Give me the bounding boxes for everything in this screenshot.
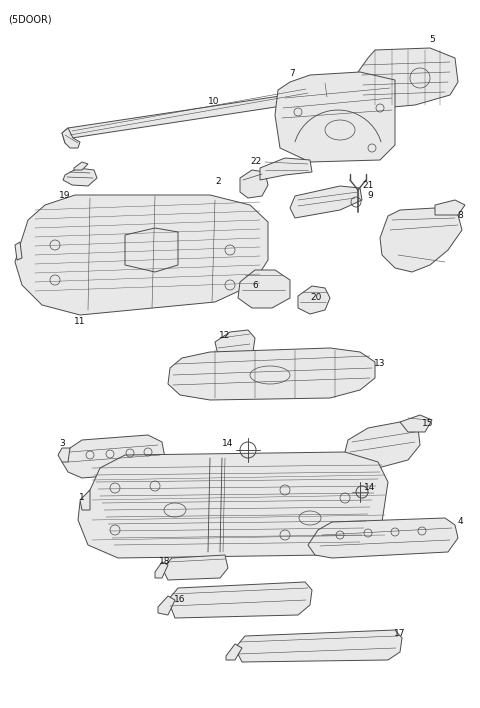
Polygon shape [63,168,97,186]
Polygon shape [168,348,375,400]
Polygon shape [435,200,465,215]
Polygon shape [345,422,420,468]
Text: 21: 21 [362,181,374,190]
Polygon shape [15,195,268,315]
Polygon shape [400,415,432,432]
Polygon shape [74,162,88,170]
Polygon shape [62,87,315,143]
Text: 18: 18 [159,557,171,566]
Text: 20: 20 [310,294,322,302]
Polygon shape [168,582,312,618]
Polygon shape [240,170,268,198]
Text: 10: 10 [208,98,220,106]
Polygon shape [308,83,332,98]
Polygon shape [162,555,228,580]
Polygon shape [158,596,175,615]
Text: 14: 14 [222,440,234,448]
Text: 16: 16 [174,595,186,605]
Polygon shape [235,630,402,662]
Text: 7: 7 [289,69,295,77]
Text: 6: 6 [252,280,258,290]
Polygon shape [78,452,388,558]
Text: 22: 22 [251,157,262,166]
Polygon shape [290,186,362,218]
Polygon shape [260,158,312,180]
Text: 3: 3 [59,440,65,448]
Text: (5DOOR): (5DOOR) [8,14,52,24]
Text: 1: 1 [79,493,85,503]
Text: 13: 13 [374,358,386,367]
Text: 14: 14 [364,482,376,491]
Text: 12: 12 [219,331,231,340]
Text: 4: 4 [457,518,463,527]
Polygon shape [308,518,458,558]
Polygon shape [155,562,168,578]
Polygon shape [215,330,255,358]
Polygon shape [238,270,290,308]
Text: 5: 5 [429,35,435,45]
Text: 8: 8 [457,210,463,219]
Text: 19: 19 [59,190,71,200]
Polygon shape [380,208,462,272]
Polygon shape [226,644,242,660]
Polygon shape [125,228,178,272]
Polygon shape [80,490,90,510]
Text: 15: 15 [422,418,434,428]
Polygon shape [15,242,22,260]
Polygon shape [358,48,458,108]
Polygon shape [275,72,395,162]
Text: 11: 11 [74,317,86,326]
Text: 17: 17 [394,629,406,637]
Text: 9: 9 [367,191,373,200]
Text: 2: 2 [215,178,221,186]
Polygon shape [58,448,70,462]
Polygon shape [298,286,330,314]
Polygon shape [62,435,165,478]
Polygon shape [62,128,80,148]
